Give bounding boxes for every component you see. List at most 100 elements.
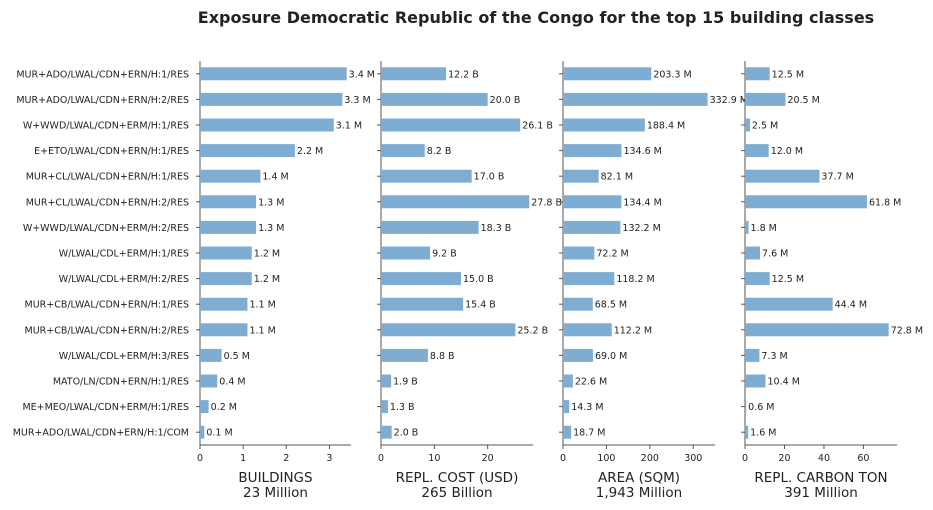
bar [563,144,622,158]
category-label: MUR+ADO/LWAL/CDN+ERN/H:2/RES [16,95,189,106]
data-label: 1.3 M [258,223,284,234]
x-tick-label: 100 [597,453,615,464]
data-label: 15.4 B [465,300,496,311]
x-axis-label: REPL. COST (USD) [396,470,519,486]
bar [200,425,205,439]
bar [745,246,761,260]
bar [381,118,521,132]
data-label: 3.1 M [336,121,362,132]
x-axis-label: AREA (SQM) [598,470,680,486]
bar [563,323,612,337]
category-label: W/LWAL/CDL+ERM/H:1/RES [59,249,189,260]
bar [381,92,488,106]
category-label: MUR+ADO/LWAL/CDN+ERN/H:1/COM [13,428,189,439]
bar [200,374,218,388]
category-label: MUR+ADO/LWAL/CDN+ERN/H:1/RES [16,69,189,80]
data-label: 118.2 M [616,274,654,285]
bar [563,169,599,183]
data-label: 61.8 M [869,197,901,208]
x-tick-label: 20 [778,453,790,464]
data-label: 332.9 M [710,95,748,106]
x-tick-label: 0 [197,453,203,464]
bar [563,92,708,106]
data-label: 188.4 M [647,121,685,132]
bar [381,169,472,183]
data-label: 0.6 M [748,402,774,413]
bar [745,144,769,158]
bar [381,323,516,337]
bar [381,220,479,234]
data-label: 134.6 M [623,146,661,157]
data-label: 7.3 M [761,351,787,362]
bar [745,323,889,337]
data-label: 203.3 M [653,69,691,80]
x-tick-label: 3 [326,453,332,464]
data-label: 3.3 M [344,95,370,106]
data-label: 22.6 M [575,377,607,388]
bar [563,67,652,81]
data-label: 37.7 M [821,172,853,183]
x-axis-total: 1,943 Million [596,485,682,501]
bar [200,144,295,158]
bar [563,195,622,209]
data-label: 26.1 B [522,121,553,132]
data-label: 1.4 M [262,172,288,183]
bar [381,246,431,260]
data-label: 20.5 M [787,95,819,106]
bar [745,118,750,132]
category-label: W+WWD/LWAL/CDN+ERM/H:1/RES [23,121,189,132]
data-label: 1.2 M [254,249,280,260]
bar [381,400,388,414]
data-label: 7.6 M [762,249,788,260]
category-label: W/LWAL/CDL+ERM/H:3/RES [59,351,189,362]
data-label: 20.0 B [490,95,521,106]
bar [200,118,334,132]
data-label: 12.5 M [772,274,804,285]
data-label: 18.7 M [573,428,605,439]
data-label: 12.0 M [771,146,803,157]
data-label: 8.2 B [427,146,452,157]
data-label: 15.0 B [463,274,494,285]
x-tick-label: 300 [684,453,702,464]
data-label: 132.2 M [622,223,660,234]
bar [745,374,766,388]
x-tick-label: 200 [641,453,659,464]
bar [381,195,530,209]
bar [200,323,248,337]
bar [381,272,461,286]
bar [745,272,770,286]
data-label: 2.2 M [297,146,323,157]
bar [563,118,645,132]
category-label: ME+MEO/LWAL/CDN+ERM/H:1/RES [22,402,189,413]
bar [381,348,428,362]
category-label: W/LWAL/CDL+ERM/H:2/RES [59,274,189,285]
bar [563,220,621,234]
category-label: MUR+CB/LWAL/CDN+ERN/H:1/RES [25,300,190,311]
category-label: MATO/LN/CDN+ERN/H:1/RES [53,377,189,388]
data-label: 12.5 M [772,69,804,80]
data-label: 1.8 M [751,223,777,234]
data-label: 0.2 M [211,402,237,413]
chart-title: Exposure Democratic Republic of the Cong… [197,8,875,27]
data-label: 0.1 M [206,428,232,439]
bar [200,169,261,183]
bar [200,220,257,234]
bar [381,425,392,439]
data-label: 112.2 M [614,325,652,336]
data-label: 17.0 B [474,172,505,183]
bar [563,246,595,260]
data-label: 10.4 M [768,377,800,388]
bar [563,348,593,362]
data-label: 72.8 M [891,325,923,336]
bar [200,400,209,414]
data-label: 12.2 B [448,69,479,80]
bar [563,374,573,388]
data-label: 1.1 M [249,300,275,311]
bar [200,297,248,311]
data-label: 1.3 B [390,402,415,413]
x-axis-total: 391 Million [784,485,858,501]
data-label: 69.0 M [595,351,627,362]
data-label: 1.3 M [258,197,284,208]
bar [563,297,593,311]
